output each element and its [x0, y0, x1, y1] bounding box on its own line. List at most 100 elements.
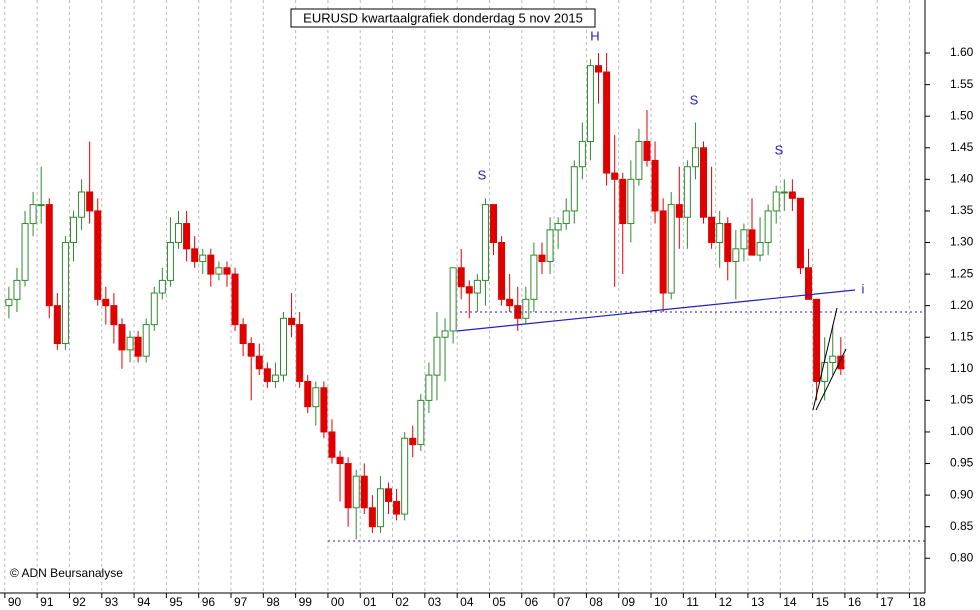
- candle-body: [498, 242, 506, 300]
- neckline: [456, 289, 856, 332]
- x-tick-label: 95: [169, 595, 183, 609]
- candle-body: [158, 279, 166, 294]
- candle-body: [554, 223, 562, 231]
- y-tick-label: 1.60: [950, 45, 974, 59]
- annotation: S: [478, 167, 487, 182]
- x-tick-label: 17: [880, 595, 894, 609]
- x-tick-label: 12: [719, 595, 733, 609]
- candle-body: [166, 242, 174, 281]
- candle-body: [813, 298, 821, 382]
- x-tick-label: 97: [234, 595, 248, 609]
- candle-body: [304, 380, 312, 408]
- x-tick-label: 06: [525, 595, 539, 609]
- x-tick-label: 07: [557, 595, 571, 609]
- x-tick-label: 14: [783, 595, 797, 609]
- candle-body: [659, 210, 667, 294]
- y-tick-label: 1.40: [950, 172, 974, 186]
- x-tick-label: 03: [428, 595, 442, 609]
- candle-body: [21, 223, 29, 281]
- candle-body: [344, 463, 352, 509]
- candle-body: [724, 223, 732, 262]
- candle-body: [78, 191, 86, 218]
- x-tick-label: 98: [266, 595, 280, 609]
- candle-body: [336, 456, 344, 465]
- candle-body: [611, 172, 619, 180]
- candle-body: [401, 437, 409, 515]
- candle-body: [780, 191, 788, 194]
- x-tick-label: 05: [492, 595, 506, 609]
- candle-body: [667, 204, 675, 294]
- y-tick-label: 0.90: [950, 487, 974, 501]
- candle-body: [94, 210, 102, 300]
- candle-body: [732, 248, 740, 262]
- candle-body: [328, 431, 336, 458]
- candle-body: [61, 242, 69, 345]
- candle-body: [586, 65, 594, 142]
- candle-body: [805, 267, 813, 300]
- candle-body: [756, 242, 764, 256]
- candle-body: [360, 475, 368, 509]
- candle-body: [796, 197, 804, 269]
- candle-body: [255, 355, 263, 370]
- annotation: S: [690, 92, 699, 107]
- x-tick-label: 11: [686, 595, 699, 609]
- candle-body: [457, 267, 465, 288]
- candle-body: [37, 204, 45, 207]
- candle-body: [393, 500, 401, 515]
- candle-body: [748, 229, 756, 256]
- candle-body: [716, 223, 724, 244]
- candle-body: [175, 223, 183, 244]
- candle-body: [29, 204, 37, 225]
- candle-body: [821, 361, 829, 382]
- candle-body: [449, 267, 457, 332]
- candle-body: [110, 305, 118, 326]
- annotation: S: [775, 142, 784, 157]
- x-tick-label: 04: [460, 595, 474, 609]
- candle-body: [481, 204, 489, 281]
- y-tick-label: 1.55: [950, 77, 974, 91]
- y-tick-label: 1.50: [950, 108, 974, 122]
- x-tick-label: 15: [816, 595, 830, 609]
- candle-body: [385, 488, 393, 502]
- candle-body: [199, 254, 207, 262]
- candle-body: [134, 336, 142, 357]
- candle-body: [837, 355, 845, 370]
- candle-body: [441, 330, 449, 338]
- candle-body: [86, 191, 94, 212]
- candle-body: [320, 387, 328, 433]
- candle-body: [708, 216, 716, 244]
- candle-body: [433, 336, 441, 376]
- candle-body: [280, 317, 288, 376]
- x-tick-label: 08: [589, 595, 603, 609]
- candle-body: [417, 399, 425, 446]
- y-tick-label: 1.35: [950, 203, 974, 217]
- candle-body: [522, 298, 530, 319]
- x-tick-label: 16: [848, 595, 862, 609]
- candle-body: [312, 387, 320, 408]
- candle-body: [271, 374, 279, 382]
- candle-body: [191, 248, 199, 262]
- candle-body: [490, 204, 498, 244]
- candle-body: [352, 475, 360, 509]
- candle-body: [619, 178, 627, 225]
- candle-body: [425, 374, 433, 401]
- x-tick-label: 10: [654, 595, 668, 609]
- credit: © ADN Beursanalyse: [10, 566, 123, 580]
- candle-body: [635, 140, 643, 180]
- candle-body: [183, 223, 191, 250]
- x-tick-label: 90: [8, 595, 22, 609]
- candle-body: [223, 267, 231, 275]
- x-tick-label: 94: [137, 595, 151, 609]
- candle-body: [700, 147, 708, 218]
- y-tick-label: 0.80: [950, 550, 974, 564]
- candle-body: [368, 507, 376, 528]
- y-tick-label: 1.15: [950, 329, 974, 343]
- candle-body: [70, 216, 78, 244]
- candle-body: [603, 71, 611, 174]
- y-tick-label: 1.25: [950, 266, 974, 280]
- x-tick-label: 93: [105, 595, 119, 609]
- candle-body: [465, 286, 473, 294]
- candles: [5, 53, 845, 540]
- candle-body: [562, 210, 570, 225]
